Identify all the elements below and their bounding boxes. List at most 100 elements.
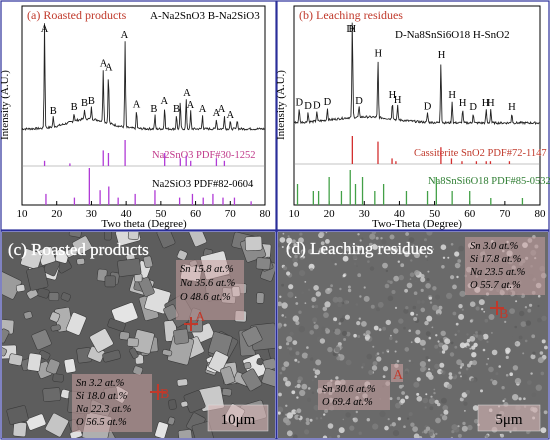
sem-particle bbox=[342, 274, 346, 278]
sem-particle bbox=[454, 251, 460, 257]
sem-particle bbox=[312, 368, 316, 371]
sem-particle bbox=[366, 418, 370, 422]
sem-particle bbox=[375, 236, 379, 240]
sem-particle bbox=[426, 278, 430, 282]
sem-particle bbox=[452, 373, 456, 377]
sem-particle bbox=[295, 320, 300, 326]
sem-particle bbox=[498, 350, 502, 355]
sem-particle bbox=[414, 337, 421, 344]
sem-particle bbox=[481, 308, 484, 311]
sem-particle bbox=[454, 345, 458, 349]
sem-grain bbox=[63, 358, 77, 374]
sem-particle bbox=[286, 237, 293, 244]
sem-particle bbox=[372, 345, 375, 348]
sem-particle bbox=[322, 306, 328, 312]
sem-particle bbox=[370, 304, 375, 309]
sem-particle bbox=[343, 338, 347, 341]
sem-particle bbox=[432, 248, 435, 250]
sem-particle bbox=[361, 362, 366, 367]
sem-particle bbox=[357, 335, 361, 338]
sem-particle bbox=[426, 232, 433, 236]
sem-particle bbox=[387, 254, 391, 257]
sem-particle bbox=[307, 387, 311, 390]
sem-grain bbox=[20, 248, 43, 270]
sem-particle bbox=[416, 377, 421, 382]
sem-particle bbox=[414, 270, 420, 276]
sem-particle bbox=[293, 262, 298, 267]
sem-particle bbox=[478, 299, 485, 306]
sem-particle bbox=[458, 304, 463, 309]
sem-particle bbox=[365, 330, 371, 336]
sem-particle bbox=[446, 383, 453, 390]
sem-particle bbox=[412, 426, 418, 432]
sem-particle bbox=[342, 418, 345, 421]
sem-particle bbox=[315, 359, 322, 366]
sem-particle bbox=[306, 346, 309, 349]
sem-particle bbox=[422, 250, 425, 253]
sem-particle bbox=[457, 329, 461, 333]
sem-particle bbox=[283, 323, 287, 327]
sem-particle bbox=[403, 425, 406, 429]
sem-particle bbox=[292, 315, 299, 322]
sem-particle bbox=[425, 426, 431, 431]
sem-particle bbox=[385, 319, 391, 326]
sem-particle bbox=[385, 269, 389, 273]
sem-particle bbox=[424, 406, 427, 409]
sem-particle bbox=[372, 243, 377, 248]
sem-particle bbox=[455, 322, 459, 326]
chartB-xtick-label: 70 bbox=[499, 208, 511, 220]
sem-particle bbox=[401, 391, 405, 395]
sem-particle bbox=[351, 253, 358, 260]
sem-particle bbox=[412, 244, 415, 247]
sem-particle bbox=[337, 296, 343, 303]
sem-particle bbox=[353, 333, 357, 338]
sem-particle bbox=[441, 344, 449, 351]
sem-particle bbox=[309, 418, 313, 422]
sem-particle bbox=[293, 434, 298, 438]
sem-particle bbox=[283, 376, 288, 382]
sem-particle bbox=[413, 317, 418, 321]
panel-d-marker-a-label: A bbox=[393, 368, 404, 383]
sem-particle bbox=[514, 377, 522, 385]
sem-particle bbox=[382, 375, 386, 378]
sem-particle bbox=[389, 336, 393, 341]
sem-particle bbox=[286, 430, 293, 437]
sem-particle bbox=[537, 304, 540, 308]
sem-particle bbox=[431, 369, 434, 371]
sem-particle bbox=[524, 306, 528, 309]
sem-particle bbox=[490, 378, 493, 382]
sem-particle bbox=[329, 436, 332, 438]
sem-particle bbox=[361, 366, 364, 369]
sem-particle bbox=[429, 301, 433, 304]
sem-particle bbox=[281, 302, 288, 309]
sem-particle bbox=[416, 396, 423, 402]
sem-particle bbox=[425, 283, 431, 289]
sem-particle bbox=[373, 325, 379, 331]
sem-particle bbox=[298, 310, 302, 314]
sem-grain bbox=[12, 421, 27, 438]
sem-grain bbox=[44, 412, 69, 438]
sem-particle bbox=[408, 237, 415, 244]
panel-c-comp-b-na: Na 22.3 at.% bbox=[75, 404, 132, 415]
sem-particle bbox=[318, 232, 325, 238]
sem-particle bbox=[509, 308, 515, 314]
sem-particle bbox=[477, 334, 484, 341]
sem-particle bbox=[400, 263, 405, 268]
sem-particle bbox=[312, 317, 318, 323]
sem-particle bbox=[361, 321, 367, 327]
sem-particle bbox=[394, 350, 397, 353]
sem-grain bbox=[104, 232, 112, 241]
sem-particle bbox=[437, 340, 440, 343]
sem-particle bbox=[495, 372, 499, 376]
sem-particle bbox=[299, 389, 306, 397]
sem-particle bbox=[286, 342, 290, 346]
panel-d-marker-b-label: B bbox=[499, 307, 508, 322]
sem-particle bbox=[356, 265, 358, 268]
sem-particle bbox=[450, 275, 455, 280]
chartB-peak-label: H bbox=[375, 49, 383, 60]
sem-particle bbox=[314, 304, 319, 309]
sem-particle bbox=[376, 352, 380, 356]
sem-particle bbox=[461, 308, 464, 311]
sem-particle bbox=[318, 247, 326, 254]
sem-grain bbox=[76, 257, 85, 265]
